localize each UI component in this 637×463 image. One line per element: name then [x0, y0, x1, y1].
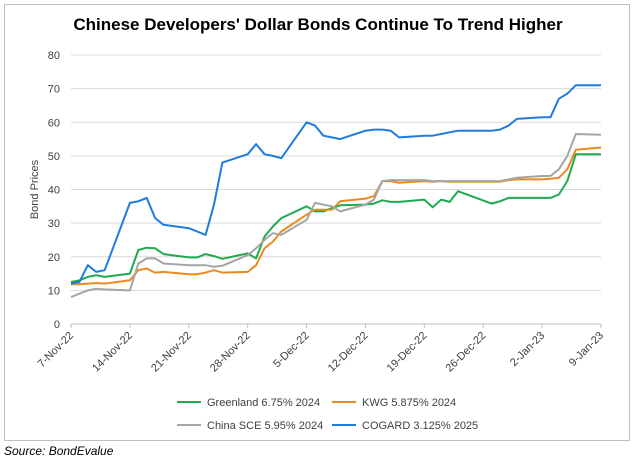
series-line-1: [71, 146, 602, 286]
x-tick-label: 5-Dec-22: [271, 330, 311, 370]
legend-label: China SCE 5.95% 2024: [207, 420, 323, 432]
x-tick-label: 26-Dec-22: [444, 330, 489, 375]
legend-label: KWG 5.875% 2024: [362, 397, 456, 409]
legend-label: Greenland 6.75% 2024: [207, 397, 320, 409]
x-tick-label: 7-Nov-22: [36, 330, 76, 370]
legend: Greenland 6.75% 2024 KWG 5.875% 2024 China…: [177, 397, 478, 432]
gridlines: [71, 54, 601, 291]
series-line-0: [70, 153, 601, 283]
y-tick-label: 60: [48, 117, 60, 129]
x-tick-label: 14-Nov-22: [90, 330, 135, 375]
x-tick-label: 19-Dec-22: [385, 330, 430, 375]
chart-frame: Chinese Developers' Dollar Bonds Continu…: [4, 4, 630, 441]
y-tick-label: 70: [48, 84, 60, 96]
series-lines: [70, 84, 602, 299]
y-tick-label: 0: [54, 319, 60, 331]
legend-label: COGARD 3.125% 2025: [362, 420, 478, 432]
series-line-3: [70, 84, 601, 285]
y-tick-label: 30: [48, 218, 60, 230]
x-tick-label: 9-Jan-23: [567, 330, 606, 369]
y-axis-ticks: 0 10 20 30 40 50 60 70 80: [48, 50, 60, 331]
y-tick-label: 80: [48, 50, 60, 62]
y-axis-title: Bond Prices: [29, 159, 41, 219]
x-tick-label: 12-Dec-22: [326, 330, 371, 375]
y-tick-label: 50: [48, 151, 60, 163]
x-tick-label: 21-Nov-22: [149, 330, 194, 375]
chart-title: Chinese Developers' Dollar Bonds Continu…: [73, 15, 563, 34]
x-axis-ticks: 7-Nov-22 14-Nov-22 21-Nov-22 28-Nov-22 5-Dec…: [36, 324, 606, 374]
source-note: Source: BondEvalue: [4, 444, 114, 458]
y-tick-label: 20: [48, 252, 60, 264]
series-line-2: [70, 133, 602, 299]
x-tick-label: 28-Nov-22: [208, 330, 253, 375]
line-chart: 0 10 20 30 40 50 60 70 80 7-Nov-22 14-Nov-22 21-No…: [29, 50, 606, 432]
y-tick-label: 40: [48, 185, 60, 197]
y-tick-label: 10: [48, 285, 60, 297]
x-tick-label: 2-Jan-23: [508, 330, 547, 369]
